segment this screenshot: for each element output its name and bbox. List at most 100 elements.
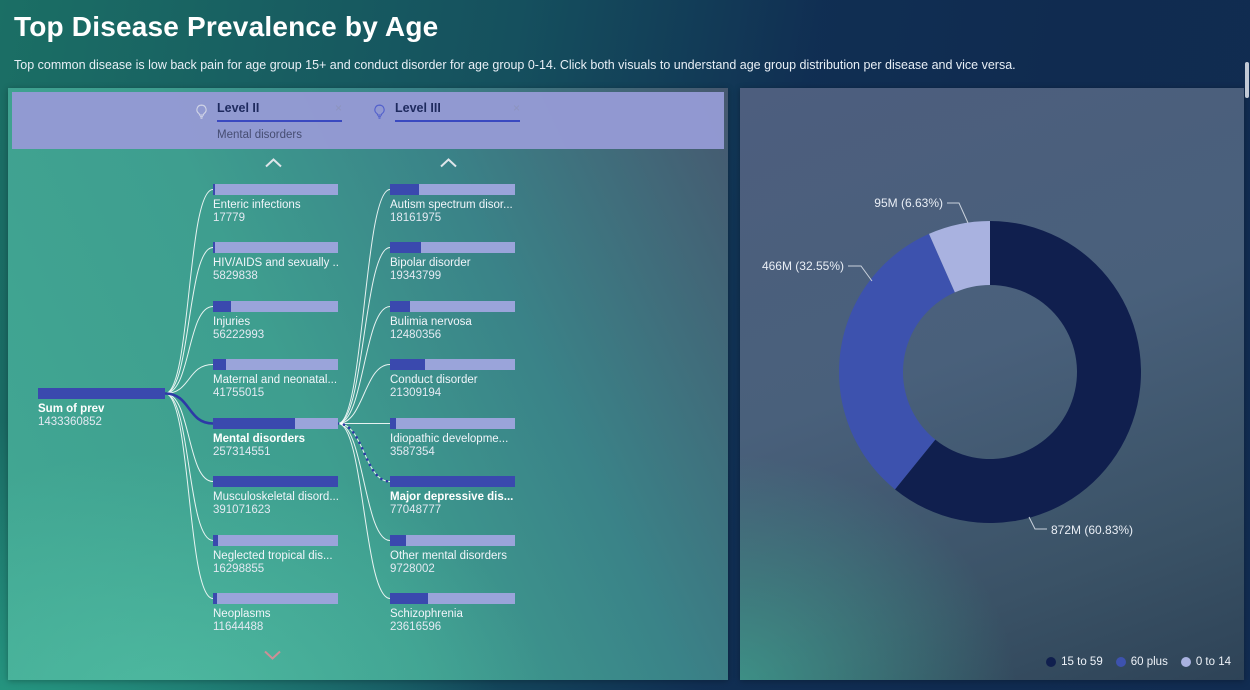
node-bar: [213, 418, 338, 429]
node-value: 11644488: [213, 621, 264, 634]
node-value: 5829838: [213, 270, 258, 283]
node-label: Enteric infections: [213, 199, 301, 211]
tree-field-band: Level II × Mental disorders Level III ×: [12, 92, 724, 149]
tree-node[interactable]: Major depressive dis... 77048777: [390, 476, 515, 518]
node-bar: [390, 301, 515, 312]
tree-node[interactable]: Injuries 56222993: [213, 301, 338, 343]
node-value: 56222993: [213, 329, 265, 342]
lightbulb-icon: [196, 104, 207, 119]
node-bar: [390, 242, 515, 253]
tree-node[interactable]: Maternal and neonatal... 41755015: [213, 359, 338, 401]
node-label: Sum of prev: [38, 403, 105, 415]
node-label: Schizophrenia: [390, 608, 463, 620]
legend-dot: [1115, 657, 1126, 667]
legend-item[interactable]: 15 to 59: [1046, 656, 1103, 668]
tree-node[interactable]: HIV/AIDS and sexually ... 5829838: [213, 242, 338, 284]
donut-data-label: 95M (6.63%): [874, 196, 943, 210]
node-value: 12480356: [390, 329, 442, 342]
donut-slice[interactable]: [839, 233, 955, 490]
node-label: HIV/AIDS and sexually ...: [213, 257, 338, 269]
label-leader-line: [1028, 516, 1047, 530]
legend-label: 15 to 59: [1061, 656, 1103, 668]
scroll-up-icon[interactable]: [439, 158, 458, 168]
node-label: Autism spectrum disor...: [390, 199, 513, 211]
node-label: Major depressive dis...: [390, 491, 514, 503]
node-bar: [38, 388, 165, 399]
decomposition-tree-panel: Level II × Mental disorders Level III × …: [8, 88, 728, 680]
donut-slice[interactable]: [928, 221, 990, 293]
page-subtitle: Top common disease is low back pain for …: [14, 58, 1016, 72]
node-value: 9728002: [390, 563, 435, 576]
node-value: 391071623: [213, 504, 271, 517]
node-label: Mental disorders: [213, 433, 306, 445]
field-selected-value: Mental disorders: [217, 129, 303, 141]
donut-chart: 872M (60.83%) 466M (32.55%) 95M (6.63%): [762, 196, 1141, 537]
donut-data-label: 872M (60.83%): [1051, 523, 1133, 537]
label-leader-line: [947, 202, 969, 224]
node-bar: [390, 476, 515, 487]
clear-field-icon[interactable]: ×: [512, 101, 520, 115]
node-value: 1433360852: [38, 416, 102, 429]
donut-chart-panel: 872M (60.83%) 466M (32.55%) 95M (6.63%) 15…: [740, 88, 1244, 680]
scroll-up-icon[interactable]: [264, 158, 283, 168]
node-label: Musculoskeletal disord...: [213, 491, 338, 503]
node-bar: [390, 535, 515, 546]
legend-dot: [1180, 657, 1191, 667]
tree-area: Sum of prev 1433360852 Enteric infection…: [8, 149, 728, 680]
field-well-level3[interactable]: Level III ×: [395, 101, 520, 122]
tree-node[interactable]: Bipolar disorder 19343799: [390, 242, 515, 284]
tree-node[interactable]: Mental disorders 257314551: [213, 418, 338, 460]
tree-node[interactable]: Bulimia nervosa 12480356: [390, 301, 515, 343]
tree-node[interactable]: Idiopathic developme... 3587354: [390, 418, 515, 460]
tree-node-root[interactable]: Sum of prev 1433360852: [38, 388, 165, 430]
node-value: 16298855: [213, 563, 265, 576]
tree-node[interactable]: Other mental disorders 9728002: [390, 535, 515, 577]
node-bar: [390, 418, 515, 429]
tree-node[interactable]: Schizophrenia 23616596: [390, 593, 515, 635]
donut-data-label: 466M (32.55%): [762, 259, 844, 273]
node-label: Idiopathic developme...: [390, 433, 509, 445]
node-label: Bulimia nervosa: [390, 316, 472, 328]
node-bar: [213, 301, 338, 312]
node-value: 18161975: [390, 212, 442, 225]
node-bar: [390, 593, 515, 604]
scroll-down-icon[interactable]: [263, 650, 282, 660]
node-bar: [390, 359, 515, 370]
node-value: 41755015: [213, 387, 265, 400]
node-label: Neglected tropical dis...: [213, 550, 333, 562]
tree-node[interactable]: Enteric infections 17779: [213, 184, 338, 226]
donut-slice[interactable]: [894, 221, 1141, 524]
page-scrollbar-thumb[interactable]: [1245, 62, 1249, 98]
tree-node[interactable]: Autism spectrum disor... 18161975: [390, 184, 515, 226]
field-well-level2[interactable]: Level II ×: [217, 101, 342, 122]
node-value: 17779: [213, 212, 245, 225]
tree-connectors: [164, 189, 392, 599]
node-value: 21309194: [390, 387, 442, 400]
node-label: Maternal and neonatal...: [213, 374, 338, 386]
legend-label: 60 plus: [1130, 656, 1168, 668]
node-bar: [390, 184, 515, 195]
node-bar: [213, 593, 338, 604]
tree-node[interactable]: Conduct disorder 21309194: [390, 359, 515, 401]
tree-node[interactable]: Neoplasms 11644488: [213, 593, 338, 635]
label-leader-line: [848, 265, 873, 282]
legend-item[interactable]: 0 to 14: [1180, 656, 1231, 668]
node-value: 77048777: [390, 504, 442, 517]
node-value: 19343799: [390, 270, 442, 283]
chart-legend: 15 to 59 60 plus 0 to 14: [1046, 656, 1231, 668]
node-value: 3587354: [390, 446, 435, 459]
page-title: Top Disease Prevalence by Age: [14, 11, 439, 42]
field-label: Level III: [395, 101, 441, 115]
legend-dot: [1046, 657, 1057, 667]
node-bar: [213, 242, 338, 253]
tree-node[interactable]: Musculoskeletal disord... 391071623: [213, 476, 338, 518]
node-bar: [213, 359, 338, 370]
node-label: Other mental disorders: [390, 550, 507, 562]
node-value: 23616596: [390, 621, 442, 634]
tree-node[interactable]: Neglected tropical dis... 16298855: [213, 535, 338, 577]
legend-item[interactable]: 60 plus: [1115, 656, 1168, 668]
legend-label: 0 to 14: [1195, 656, 1231, 668]
clear-field-icon[interactable]: ×: [334, 101, 342, 115]
node-label: Injuries: [213, 316, 251, 328]
